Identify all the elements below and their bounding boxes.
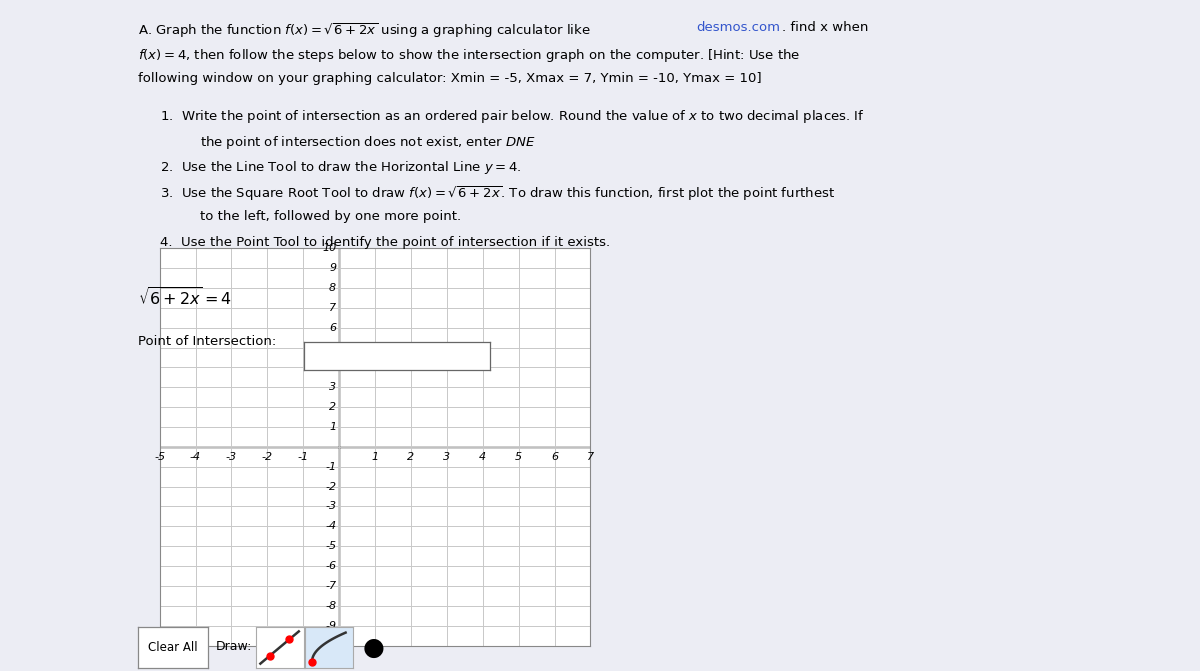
Text: 10: 10 xyxy=(322,244,336,253)
Text: 9: 9 xyxy=(329,263,336,273)
Text: 2.  Use the Line Tool to draw the Horizontal Line $y = 4$.: 2. Use the Line Tool to draw the Horizon… xyxy=(160,159,521,176)
Text: 5: 5 xyxy=(329,343,336,352)
Text: -5: -5 xyxy=(325,541,336,551)
Text: -1: -1 xyxy=(298,452,308,462)
Text: Draw:: Draw: xyxy=(216,639,252,653)
Text: -4: -4 xyxy=(190,452,202,462)
Text: desmos.com: desmos.com xyxy=(696,21,780,34)
Text: 7: 7 xyxy=(587,452,594,462)
Text: 3.  Use the Square Root Tool to draw $f(x) = \sqrt{6 + 2x}$. To draw this functi: 3. Use the Square Root Tool to draw $f(x… xyxy=(160,185,835,203)
Text: 4.  Use the Point Tool to identify the point of intersection if it exists.: 4. Use the Point Tool to identify the po… xyxy=(160,236,610,249)
Text: -6: -6 xyxy=(325,561,336,571)
Text: -8: -8 xyxy=(325,601,336,611)
Text: 1.  Write the point of intersection as an ordered pair below. Round the value of: 1. Write the point of intersection as an… xyxy=(160,108,864,125)
Text: $f(x) = 4$, then follow the steps below to show the intersection graph on the co: $f(x) = 4$, then follow the steps below … xyxy=(138,47,800,64)
Text: Clear All: Clear All xyxy=(148,641,198,654)
Text: -4: -4 xyxy=(325,521,336,531)
Text: Point of Intersection:: Point of Intersection: xyxy=(138,335,276,348)
Text: 8: 8 xyxy=(329,283,336,293)
Text: 4: 4 xyxy=(329,362,336,372)
Text: 7: 7 xyxy=(329,303,336,313)
Text: ●: ● xyxy=(362,635,384,660)
Text: 2: 2 xyxy=(407,452,414,462)
Text: 4: 4 xyxy=(479,452,486,462)
Text: -2: -2 xyxy=(325,482,336,492)
Text: -5: -5 xyxy=(154,452,166,462)
Text: A. Graph the function $f(x) = \sqrt{6 + 2x}$ using a graphing calculator like: A. Graph the function $f(x) = \sqrt{6 + … xyxy=(138,21,592,40)
Text: to the left, followed by one more point.: to the left, followed by one more point. xyxy=(200,210,462,223)
Text: the point of intersection does not exist, enter $DNE$: the point of intersection does not exist… xyxy=(200,134,536,151)
Text: 3: 3 xyxy=(443,452,450,462)
Text: -1: -1 xyxy=(325,462,336,472)
Text: $\sqrt{6 + 2x} = 4$: $\sqrt{6 + 2x} = 4$ xyxy=(138,287,232,309)
Text: 3: 3 xyxy=(329,382,336,393)
Text: -3: -3 xyxy=(325,501,336,511)
Text: 1: 1 xyxy=(329,422,336,432)
Text: 5: 5 xyxy=(515,452,522,462)
Text: 2: 2 xyxy=(329,402,336,412)
Text: -3: -3 xyxy=(226,452,236,462)
Text: 6: 6 xyxy=(329,323,336,333)
Text: -9: -9 xyxy=(325,621,336,631)
Text: -7: -7 xyxy=(325,581,336,591)
Text: . find x when: . find x when xyxy=(782,21,869,34)
Text: -2: -2 xyxy=(262,452,272,462)
Text: -10: -10 xyxy=(318,641,336,650)
Text: 6: 6 xyxy=(551,452,558,462)
Text: following window on your graphing calculator: Xmin = -5, Xmax = 7, Ymin = -10, Y: following window on your graphing calcul… xyxy=(138,72,762,85)
Text: 1: 1 xyxy=(372,452,378,462)
